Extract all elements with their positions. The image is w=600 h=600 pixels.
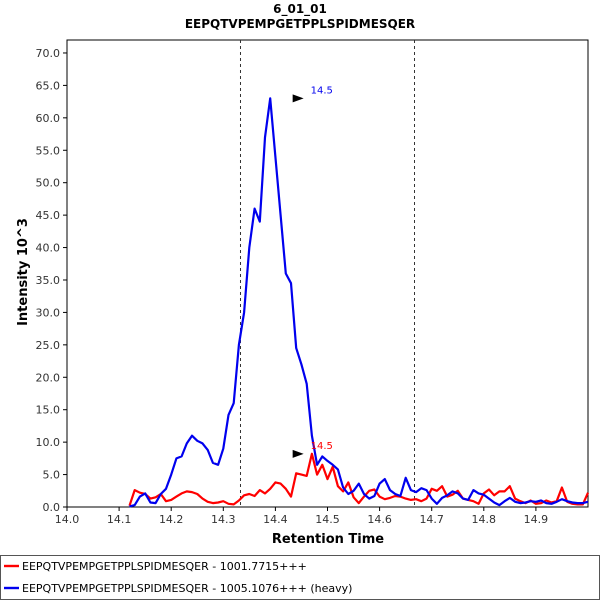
y-tick-label: 60.0 [36,112,61,125]
y-tick-label: 35.0 [36,274,61,287]
series-layer [128,97,590,508]
x-tick-label: 14.7 [419,513,444,526]
y-tick-label: 70.0 [36,47,61,60]
x-tick-label: 14.2 [159,513,184,526]
light-series-line [128,452,590,507]
peak-label: 14.5 [311,441,333,452]
y-tick-label: 40.0 [36,242,61,255]
x-tick-label: 14.9 [524,513,549,526]
y-tick-label: 55.0 [36,144,61,157]
x-tick-label: 14.0 [55,513,80,526]
y-axis-label: Intensity 10^3 [16,218,31,326]
legend-entry-heavy: EEPQTVPEMPGETPPLSPIDMESQER - 1005.1076++… [22,582,352,595]
y-tick-label: 30.0 [36,306,61,319]
y-tick-label: 20.0 [36,371,61,384]
y-tick-label: 10.0 [36,436,61,449]
x-tick-label: 14.8 [472,513,497,526]
x-axis: 14.0 14.1 14.2 14.3 14.4 14.5 14.6 14.7 14.8 14.9 [55,507,548,526]
heavy-series-line [129,97,589,508]
y-tick-label: 0.0 [43,501,61,514]
x-tick-label: 14.5 [315,513,340,526]
x-tick-label: 14.1 [107,513,132,526]
peak-annotations: 14.5 14.5 [292,85,333,458]
x-tick-label: 14.4 [263,513,288,526]
peak-marker-arrow [292,449,304,458]
chart-title: 6_01_01 [273,2,327,17]
y-tick-label: 5.0 [43,469,61,482]
peak-label: 14.5 [311,85,333,96]
x-tick-label: 14.6 [367,513,392,526]
legend-box [0,555,600,600]
y-tick-label: 25.0 [36,339,61,352]
y-tick-label: 50.0 [36,177,61,190]
peak-marker-arrow [292,94,304,103]
y-tick-label: 65.0 [36,79,61,92]
y-tick-label: 15.0 [36,404,61,417]
legend-entry-light: EEPQTVPEMPGETPPLSPIDMESQER - 1001.7715++… [22,560,307,573]
chart-subtitle: EEPQTVPEMPGETPPLSPIDMESQER [185,17,415,31]
y-tick-label: 45.0 [36,209,61,222]
x-axis-label: Retention Time [272,532,384,547]
x-tick-label: 14.3 [211,513,236,526]
plot-area [66,39,589,508]
y-axis: 0.0 5.0 10.0 15.0 20.0 25.0 30.0 35.0 40.0 45.0 50… [36,47,67,514]
legend: EEPQTVPEMPGETPPLSPIDMESQER - 1001.7715++… [0,555,600,600]
